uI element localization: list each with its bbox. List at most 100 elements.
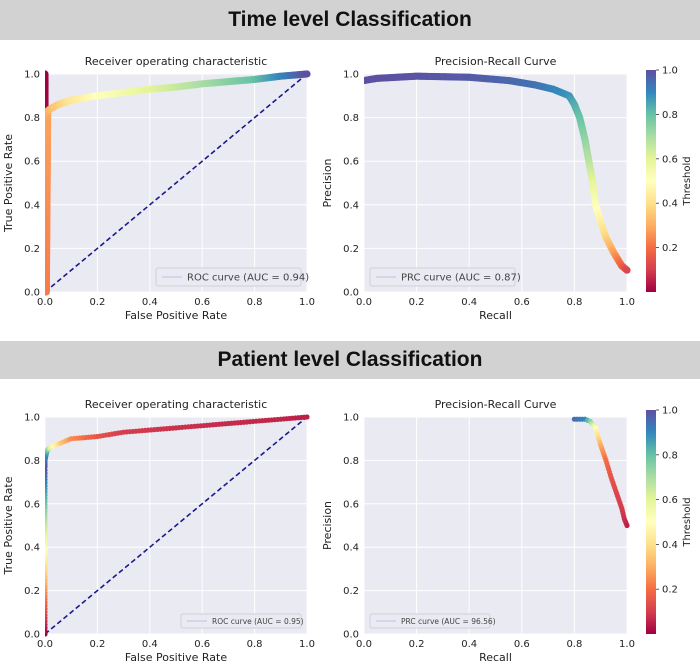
legend-label: ROC curve (AUC = 0.94) [187, 273, 309, 284]
legend-label: PRC curve (AUC = 96.56) [401, 617, 496, 626]
x-tick-label: 0.0 [37, 639, 53, 650]
x-axis-label: False Positive Rate [125, 651, 227, 664]
data-layer [45, 70, 311, 296]
y-tick-label: 0.4 [24, 543, 40, 554]
x-tick-label: 1.0 [299, 297, 315, 308]
colorbar-tick-label: 0.2 [662, 585, 678, 596]
colorbar-label: Threshold [682, 156, 693, 206]
x-tick-label: 0.4 [142, 297, 158, 308]
y-tick-label: 0.4 [343, 543, 359, 554]
x-tick-label: 0.0 [37, 297, 53, 308]
y-tick-label: 1.0 [24, 413, 40, 424]
legend-label: ROC curve (AUC = 0.95) [212, 617, 304, 626]
x-tick-label: 0.2 [89, 297, 105, 308]
y-tick-label: 0.4 [24, 200, 40, 211]
plot-area [364, 74, 627, 292]
y-tick-label: 0.8 [24, 456, 40, 467]
colorbar-tick-label: 0.4 [662, 199, 678, 210]
plot-title: Precision-Recall Curve [435, 398, 557, 411]
colorbar-tick-label: 0.8 [662, 110, 678, 121]
colorbar-label: Threshold [682, 497, 693, 547]
legend-box [155, 267, 302, 287]
data-layer [364, 72, 631, 274]
y-axis-label: Precision [321, 501, 334, 550]
legend-box [369, 267, 516, 287]
y-tick-label: 1.0 [24, 70, 40, 81]
section-title-time: Time level Classification [0, 0, 700, 40]
y-tick-label: 0.2 [343, 586, 359, 597]
y-tick-label: 0.6 [343, 157, 359, 168]
colorbar-tick-label: 0.4 [662, 540, 678, 551]
y-tick-label: 0.2 [24, 244, 40, 255]
curve-point [303, 70, 311, 78]
y-tick-label: 0.4 [343, 200, 359, 211]
data-layer [45, 414, 310, 637]
x-tick-label: 0.8 [566, 639, 582, 650]
legend-label: PRC curve (AUC = 0.87) [401, 273, 521, 284]
y-tick-label: 0.0 [343, 630, 359, 641]
y-tick-label: 0.0 [24, 630, 40, 641]
legend-box [180, 613, 302, 629]
time-prc-chart: 0.0 0.2 0.4 0.6 0.8 1.0 0.0 0.2 0.4 0.6 0.8 1.0 Prec… [321, 55, 635, 322]
x-axis-label: False Positive Rate [125, 309, 227, 322]
section-title-patient: Patient level Classification [0, 341, 700, 379]
y-tick-label: 0.8 [24, 113, 40, 124]
y-tick-label: 0.2 [24, 586, 40, 597]
colorbar-tick-label: 0.2 [662, 243, 678, 254]
x-tick-label: 0.0 [356, 297, 372, 308]
x-axis-label: Recall [479, 651, 512, 664]
x-tick-label: 1.0 [299, 639, 315, 650]
colorbar-gradient [646, 70, 656, 292]
x-axis-label: Recall [479, 309, 512, 322]
x-tick-label: 0.2 [409, 639, 425, 650]
x-tick-label: 0.0 [356, 639, 372, 650]
x-tick-label: 0.6 [194, 297, 210, 308]
chance-diagonal [45, 73, 308, 293]
plot-title: Receiver operating characteristic [85, 398, 268, 411]
x-tick-label: 0.2 [409, 297, 425, 308]
x-tick-label: 1.0 [619, 297, 635, 308]
colorbar-1: 0.2 0.4 0.6 0.8 1.0 Threshold [646, 406, 693, 634]
chance-diagonal [45, 416, 308, 635]
x-tick-label: 0.6 [514, 639, 530, 650]
plot-area [364, 417, 627, 634]
colorbar-tick-label: 0.6 [662, 495, 678, 506]
patient-roc-chart: 0.0 0.2 0.4 0.6 0.8 1.0 0.0 0.2 0.4 0.6 0.8 1.0 Rece… [2, 398, 315, 664]
x-tick-label: 0.8 [566, 297, 582, 308]
y-tick-label: 0.8 [343, 456, 359, 467]
colorbar-tick-label: 0.6 [662, 154, 678, 165]
y-axis-label: Precision [321, 158, 334, 207]
curve-point [623, 266, 631, 274]
curve-point [304, 414, 310, 420]
x-tick-label: 0.2 [89, 639, 105, 650]
y-tick-label: 0.2 [343, 244, 359, 255]
x-tick-label: 0.6 [514, 297, 530, 308]
x-tick-label: 1.0 [619, 639, 635, 650]
x-tick-label: 0.6 [194, 639, 210, 650]
colorbar-gradient [646, 410, 656, 634]
plot-title: Receiver operating characteristic [85, 55, 268, 68]
patient-prc-chart: 0.0 0.2 0.4 0.6 0.8 1.0 0.0 0.2 0.4 0.6 0.8 1.0 Prec… [321, 398, 635, 664]
curve-point [624, 522, 630, 529]
x-tick-label: 0.4 [461, 639, 477, 650]
y-tick-label: 0.6 [24, 157, 40, 168]
colorbar-0: 0.2 0.4 0.6 0.8 1.0 Threshold [646, 66, 693, 292]
x-tick-label: 0.4 [461, 297, 477, 308]
colorbar-tick-label: 0.8 [662, 450, 678, 461]
y-tick-label: 0.6 [343, 499, 359, 510]
colorbar-tick-label: 1.0 [662, 66, 678, 77]
x-tick-label: 0.8 [247, 297, 263, 308]
y-tick-label: 0.0 [24, 288, 40, 299]
x-tick-label: 0.8 [247, 639, 263, 650]
y-tick-label: 1.0 [343, 413, 359, 424]
y-tick-label: 0.6 [24, 499, 40, 510]
y-tick-label: 1.0 [343, 70, 359, 81]
legend-box [369, 613, 491, 629]
y-axis-label: True Positive Rate [2, 134, 15, 233]
y-tick-label: 0.0 [343, 288, 359, 299]
x-tick-label: 0.4 [142, 639, 158, 650]
data-layer [571, 416, 630, 529]
colorbar-tick-label: 1.0 [662, 406, 678, 417]
time-roc-chart: 0.0 0.2 0.4 0.6 0.8 1.0 0.0 0.2 0.4 0.6 0.8 1.0 Rece… [2, 55, 315, 322]
